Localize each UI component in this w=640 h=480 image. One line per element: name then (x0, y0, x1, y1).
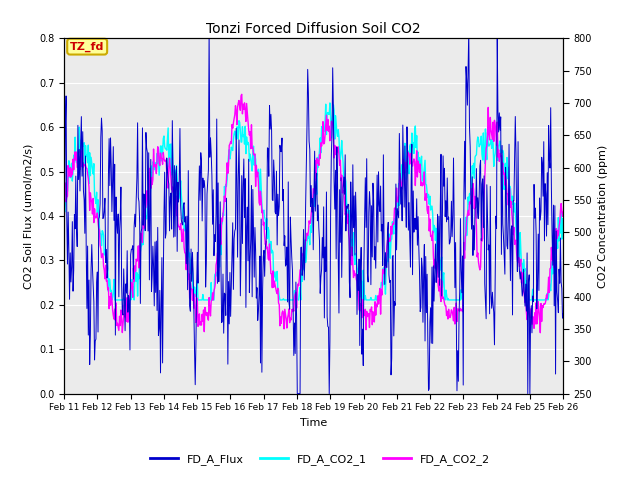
Text: TZ_fd: TZ_fd (70, 41, 104, 52)
Y-axis label: CO2 Soil Flux (umol/m2/s): CO2 Soil Flux (umol/m2/s) (23, 144, 33, 288)
Y-axis label: CO2 Concentration (ppm): CO2 Concentration (ppm) (598, 144, 608, 288)
Title: Tonzi Forced Diffusion Soil CO2: Tonzi Forced Diffusion Soil CO2 (206, 22, 421, 36)
X-axis label: Time: Time (300, 418, 327, 428)
Legend: FD_A_Flux, FD_A_CO2_1, FD_A_CO2_2: FD_A_Flux, FD_A_CO2_1, FD_A_CO2_2 (145, 450, 495, 469)
